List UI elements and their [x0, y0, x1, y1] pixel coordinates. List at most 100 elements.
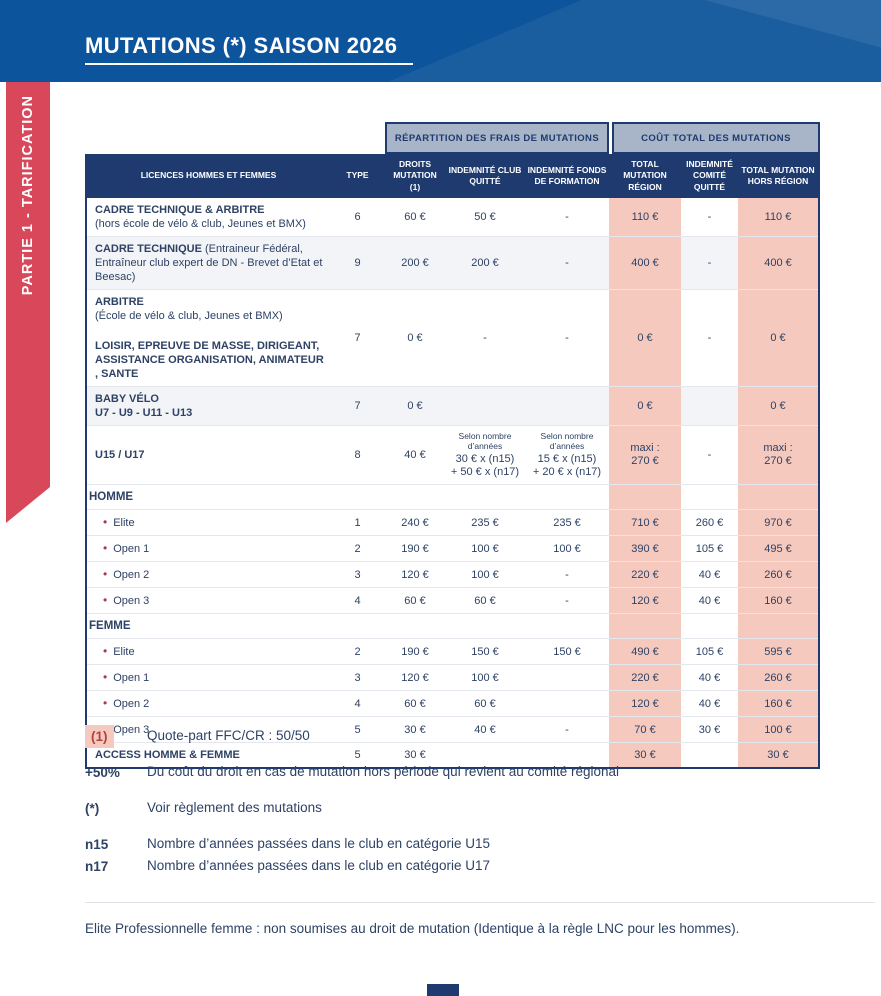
value-cell: - — [445, 289, 525, 387]
group-header-cout-total: COÛT TOTAL DES MUTATIONS — [612, 122, 820, 154]
row-label: • Open 3 — [87, 587, 330, 614]
value-cell: 100 € — [525, 535, 609, 562]
type-cell: 4 — [330, 587, 385, 614]
table-row: • Open 2 3 120 €100 € -220 €40 €260 € — [87, 561, 818, 588]
value-cell — [445, 613, 525, 639]
value-cell: 30 € — [385, 716, 445, 743]
column-header-row: LICENCES HOMMES ET FEMMES TYPE DROITS MUTA… — [87, 154, 818, 198]
table-row: • Elite 2 190 €150 €150 €490 €105 €595 € — [87, 638, 818, 665]
type-cell: 3 — [330, 561, 385, 588]
value-cell: 100 € — [445, 535, 525, 562]
value-cell: 105 € — [681, 638, 738, 665]
tariff-table: LICENCES HOMMES ET FEMMES TYPE DROITS MUTA… — [87, 154, 818, 767]
table-row: • Open 2 4 60 €60 €120 €40 €160 € — [87, 690, 818, 717]
type-cell: 8 — [330, 425, 385, 485]
value-cell: - — [525, 716, 609, 743]
value-cell: Selon nombre d’années 30 € x (n15) + 50 € … — [445, 425, 525, 485]
label-text: Open 2 — [113, 569, 150, 581]
value-cell: 0 € — [609, 386, 681, 426]
note-label-col: n17 — [85, 859, 147, 874]
table-row: • Open 1 3 120 €100 € 220 €40 €260 € — [87, 664, 818, 691]
value-cell: 40 € — [681, 664, 738, 691]
row-label: • Elite — [87, 509, 330, 536]
label-text: (Entraineur Fédéral, Entraîneur club exp… — [95, 243, 323, 283]
cell-note: Selon nombre d’années — [458, 431, 512, 451]
value-cell — [525, 613, 609, 639]
bullet-icon: • — [103, 670, 108, 684]
value-cell — [385, 613, 445, 639]
value-cell: 60 € — [385, 587, 445, 614]
value-cell: 400 € — [738, 236, 818, 290]
type-cell: 5 — [330, 716, 385, 743]
value-cell: - — [525, 236, 609, 290]
bullet-icon: • — [103, 644, 108, 658]
value-cell: - — [681, 425, 738, 485]
value-cell: - — [707, 211, 712, 223]
final-note: Elite Professionnelle femme : non soumis… — [85, 921, 740, 936]
label-text: Open 2 — [113, 698, 150, 710]
value-cell — [681, 386, 738, 426]
note-label: (*) — [85, 800, 100, 816]
value-cell — [609, 484, 681, 510]
label-text: LOISIR, EPREUVE DE MASSE, DIRIGEANT, ASS… — [95, 340, 324, 380]
value-cell — [738, 613, 818, 639]
value-cell — [681, 484, 738, 510]
value-cell: 0 € — [385, 386, 445, 426]
footer-divider — [85, 902, 875, 903]
value-cell: 30 € — [609, 742, 681, 767]
value-cell: 150 € — [445, 638, 525, 665]
value-cell: 0 € — [609, 289, 681, 387]
value-cell: 150 € — [525, 638, 609, 665]
label-text: U7 - U9 - U11 - U13 — [95, 407, 193, 419]
value-cell: 220 € — [609, 561, 681, 588]
note-row: (*) Voir règlement des mutations — [85, 799, 825, 817]
value-cell: - — [525, 561, 609, 588]
table-row: • Open 3 4 60 €60 € -120 €40 €160 € — [87, 587, 818, 614]
label-text: (hors école de vélo & club, Jeunes et BM… — [95, 218, 306, 230]
value-cell: 40 € — [681, 690, 738, 717]
cell-line: 270 € — [631, 455, 659, 467]
value-cell: 70 € — [609, 716, 681, 743]
type-cell: 3 — [330, 664, 385, 691]
row-label: • Open 2 — [87, 561, 330, 588]
value-cell: 200 € — [385, 236, 445, 290]
section-row: FEMME — [87, 613, 818, 639]
label-text: FEMME — [89, 620, 131, 632]
value-cell: 390 € — [609, 535, 681, 562]
value-cell — [525, 690, 609, 717]
value-cell: 120 € — [609, 690, 681, 717]
note-row: n17 Nombre d’années passées dans le club … — [85, 857, 825, 875]
value-cell — [445, 742, 525, 767]
type-cell: 4 — [330, 690, 385, 717]
value-cell: maxi :270 € — [609, 425, 681, 485]
cell-line: + 20 € x (n17) — [532, 466, 602, 478]
value-cell: 110 € — [738, 198, 818, 237]
value-cell — [681, 613, 738, 639]
note-text: Nombre d’années passées dans le club en … — [147, 836, 490, 851]
type-cell: 2 — [330, 638, 385, 665]
table-row: • Open 1 2 190 €100 €100 €390 €105 €495 € — [87, 535, 818, 562]
note-label-col: n15 — [85, 837, 147, 852]
group-header-row: RÉPARTITION DES FRAIS DE MUTATIONS COÛT … — [85, 122, 820, 154]
bullet-icon: • — [103, 541, 108, 555]
label-text: (École de vélo & club, Jeunes et BMX) — [95, 310, 283, 322]
label-text: CADRE TECHNIQUE & ARBITRE — [95, 204, 265, 216]
type-cell — [330, 484, 385, 510]
type-cell: 2 — [330, 535, 385, 562]
value-cell: 235 € — [525, 509, 609, 536]
label-text: Open 3 — [113, 724, 150, 736]
value-cell: 50 € — [474, 211, 496, 223]
row-label: FEMME — [87, 613, 330, 639]
bullet-icon: • — [103, 593, 108, 607]
value-cell: 160 € — [738, 587, 818, 614]
value-cell: 60 € — [404, 211, 426, 223]
note-label: n17 — [85, 858, 109, 874]
value-cell: 260 € — [738, 664, 818, 691]
cell-line: maxi : — [763, 442, 793, 454]
note-text: Quote-part FFC/CR : 50/50 — [147, 728, 310, 743]
value-cell — [525, 386, 609, 426]
row-label: CADRE TECHNIQUE (Entraineur Fédéral, Ent… — [87, 236, 330, 290]
row-label: BABY VÉLO U7 - U9 - U11 - U13 — [87, 386, 330, 426]
